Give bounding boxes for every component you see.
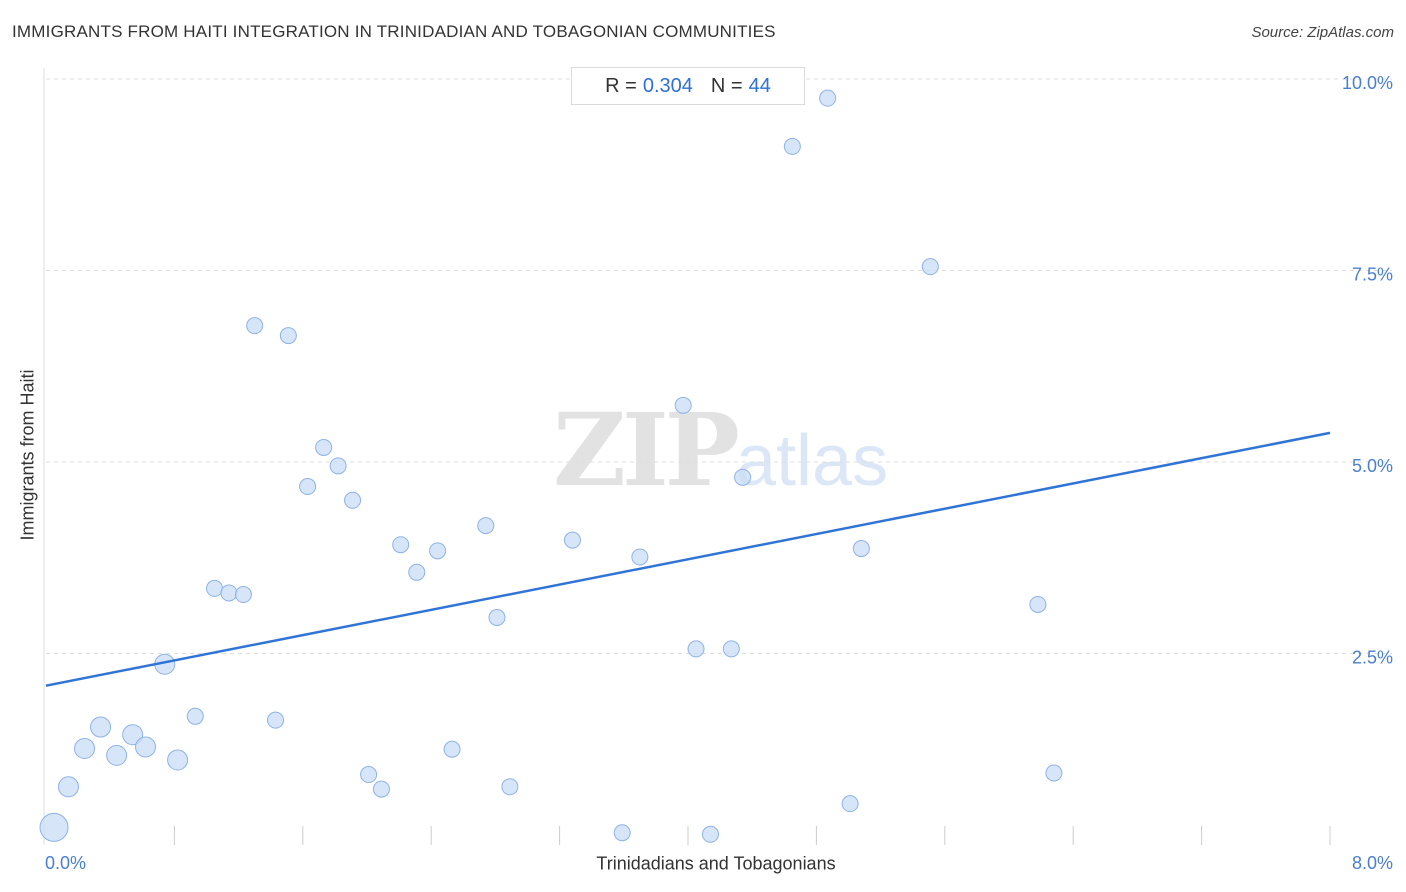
data-point: [701, 825, 719, 843]
data-point: [921, 258, 939, 276]
trend-line: [45, 431, 1331, 687]
stats-box: R = 0.304 N = 44: [571, 67, 805, 105]
y-tick-label: 5.0%: [1352, 456, 1393, 476]
data-point: [39, 812, 69, 842]
data-point: [1045, 764, 1063, 782]
r-value: 0.304: [642, 74, 693, 97]
data-point: [488, 608, 506, 626]
source-credit: Source: ZipAtlas.com: [1251, 24, 1394, 41]
data-point: [220, 584, 238, 602]
data-point: [360, 766, 378, 784]
data-point: [167, 749, 189, 771]
x-tick-label-min: 0.0%: [45, 853, 86, 873]
data-point: [329, 457, 347, 475]
data-point: [344, 491, 362, 509]
data-point: [372, 780, 390, 798]
data-point: [722, 640, 740, 658]
y-tick-label: 10.0%: [1342, 73, 1393, 93]
n-value: 44: [748, 74, 771, 97]
data-point: [613, 824, 631, 842]
data-point: [206, 579, 224, 597]
data-point: [687, 640, 705, 658]
data-point: [106, 744, 128, 766]
data-point: [1029, 595, 1047, 613]
y-tick-label: 2.5%: [1352, 648, 1393, 668]
watermark-atlas: atlas: [735, 421, 889, 501]
data-point: [563, 531, 581, 549]
data-point: [246, 317, 264, 335]
data-point: [299, 478, 317, 496]
data-point: [186, 707, 204, 725]
r-label: R =: [605, 74, 637, 97]
data-point: [631, 548, 649, 566]
n-label: N =: [710, 74, 743, 97]
data-point: [443, 740, 461, 758]
data-point: [90, 716, 112, 738]
data-point: [783, 137, 801, 155]
x-tick-label-max: 8.0%: [1352, 853, 1393, 873]
data-point: [135, 736, 157, 758]
data-point: [57, 776, 79, 798]
data-point: [477, 517, 495, 535]
data-point: [674, 396, 692, 414]
data-point: [392, 536, 410, 554]
x-axis-label: Trinidadians and Tobagonians: [596, 853, 836, 874]
data-point: [852, 540, 870, 558]
data-point: [501, 778, 519, 796]
data-point: [315, 438, 333, 456]
zipatlas-watermark: ZIPatlas: [553, 400, 888, 501]
data-point: [429, 542, 447, 560]
watermark-zip: ZIP: [553, 391, 740, 509]
data-point: [819, 89, 837, 107]
chart-title: IMMIGRANTS FROM HAITI INTEGRATION IN TRI…: [12, 22, 776, 41]
data-point: [408, 563, 426, 581]
data-point: [267, 711, 285, 729]
data-point: [74, 737, 96, 759]
y-axis-label: Immigrants from Haiti: [17, 369, 38, 541]
data-point: [841, 795, 859, 813]
data-point: [734, 468, 752, 486]
data-point: [279, 327, 297, 345]
y-tick-label: 7.5%: [1352, 265, 1393, 285]
data-point: [234, 586, 252, 604]
data-point: [122, 724, 144, 746]
